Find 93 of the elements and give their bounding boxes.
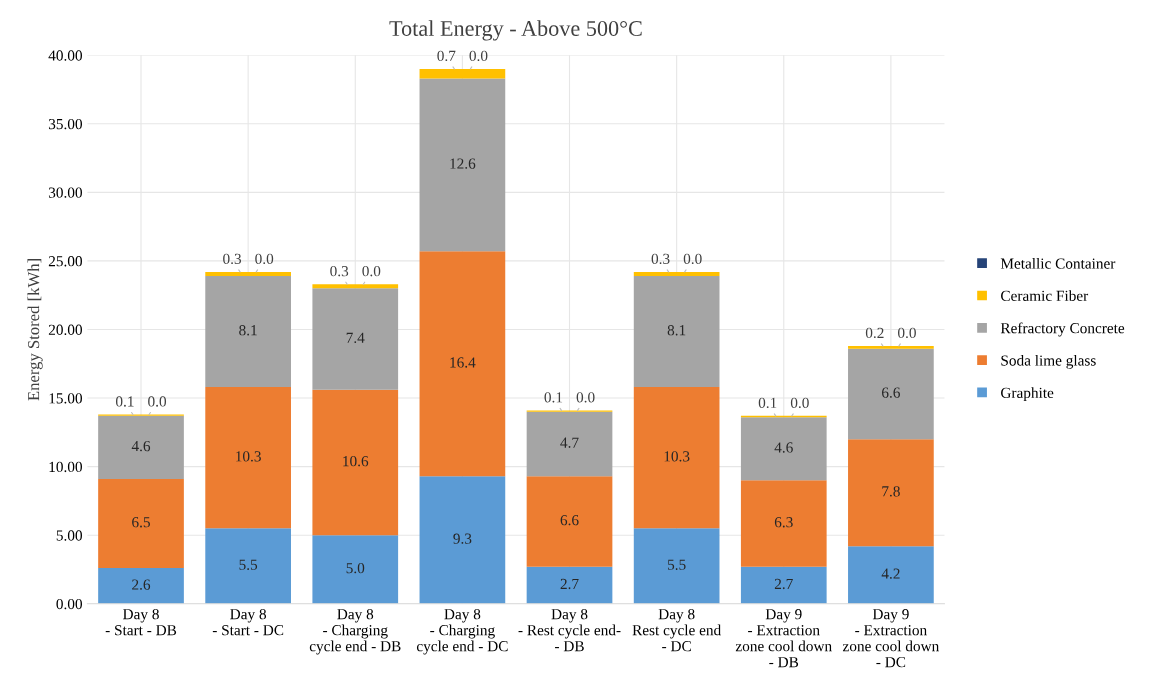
bar xyxy=(419,78,506,252)
bar xyxy=(312,284,399,289)
y-tick-label: 35.00 xyxy=(48,118,83,130)
data-label: 2.7 xyxy=(774,578,793,590)
x-tick-label: Day 8 Rest cycle end - DC xyxy=(632,609,721,652)
bar xyxy=(633,275,720,388)
x-tick-label: Day 9 - Extraction zone cool down - DC xyxy=(842,609,940,668)
bar xyxy=(740,566,827,604)
data-label: 0.3 xyxy=(330,266,349,277)
data-label: 4.2 xyxy=(881,568,900,579)
data-label: 0.0 xyxy=(790,397,809,409)
bar xyxy=(419,68,506,79)
legend-label: Metallic Container xyxy=(1000,257,1116,269)
data-label: 6.6 xyxy=(882,387,900,398)
bar xyxy=(848,439,934,547)
x-tick-label: Day 8 - Charging cycle end - DC xyxy=(416,609,508,655)
data-label: 0.1 xyxy=(544,392,563,403)
data-label: 5.0 xyxy=(346,562,365,574)
data-label: 8.1 xyxy=(239,325,257,336)
bar xyxy=(419,476,506,604)
bar xyxy=(740,480,827,567)
data-label: 6.5 xyxy=(132,517,150,528)
data-label: 10.3 xyxy=(236,451,261,462)
data-label: 0.1 xyxy=(115,396,134,407)
data-label: 5.5 xyxy=(239,559,258,570)
x-tick-label: Day 8 - Charging cycle end - DB xyxy=(309,609,401,655)
x-tick-label: Day 8 - Rest cycle end- - DB xyxy=(518,609,621,652)
data-label: 0.0 xyxy=(255,253,274,265)
bar xyxy=(633,271,720,276)
data-label: 0.7 xyxy=(437,50,456,62)
y-axis-title: Energy Stored [kWh] xyxy=(27,259,43,401)
data-label: 9.3 xyxy=(453,533,472,544)
data-label: 0.0 xyxy=(683,253,702,265)
legend-label: Ceramic Fiber xyxy=(1001,290,1089,301)
data-label: 10.3 xyxy=(664,451,690,462)
legend-label: Refractory Concrete xyxy=(1000,322,1125,337)
data-label: 6.3 xyxy=(774,517,793,528)
data-label: 12.6 xyxy=(450,158,476,169)
y-tick-label: 10.00 xyxy=(49,461,83,473)
legend-label: Graphite xyxy=(1001,387,1054,402)
bar xyxy=(312,535,399,604)
bar xyxy=(419,251,506,477)
bar xyxy=(312,288,399,390)
data-label: 2.6 xyxy=(132,579,151,590)
y-tick-label: 40.00 xyxy=(48,50,83,61)
data-label: 0.0 xyxy=(148,396,167,407)
data-label: 0.0 xyxy=(362,266,381,277)
data-label: 0.0 xyxy=(469,50,488,62)
data-label: 2.7 xyxy=(560,578,579,590)
data-label: 4.6 xyxy=(131,440,151,452)
y-tick-label: 0.00 xyxy=(56,598,83,610)
data-label: 4.7 xyxy=(560,437,579,448)
bar xyxy=(312,389,399,536)
bar xyxy=(633,528,720,604)
data-label: 10.6 xyxy=(343,456,369,467)
y-tick-label: 30.00 xyxy=(48,187,83,198)
bar xyxy=(98,478,184,569)
data-label: 0.0 xyxy=(898,327,916,339)
data-label: 5.5 xyxy=(667,559,686,570)
bar xyxy=(205,275,291,388)
chart-title: Total Energy - Above 500°C xyxy=(389,20,642,41)
data-label: 6.6 xyxy=(560,515,579,526)
data-label: 0.2 xyxy=(865,327,884,339)
bar xyxy=(848,546,934,604)
data-label: 7.8 xyxy=(882,486,900,497)
x-tick-label: Day 8 - Start - DC xyxy=(212,609,284,636)
bar xyxy=(526,411,613,477)
bar xyxy=(526,566,613,604)
bar xyxy=(848,348,934,440)
data-label: 16.4 xyxy=(450,357,476,368)
bar xyxy=(526,476,613,567)
bar xyxy=(98,568,184,604)
data-label: 0.3 xyxy=(223,253,242,265)
bar xyxy=(98,415,184,479)
bar xyxy=(205,387,291,529)
data-label: 4.6 xyxy=(774,442,793,453)
bar xyxy=(740,417,827,481)
bar xyxy=(205,271,291,276)
y-tick-label: 15.00 xyxy=(49,393,83,404)
legend-label: Soda lime glass xyxy=(1001,354,1096,369)
x-tick-label: Day 8 - Start - DB xyxy=(105,609,177,636)
y-tick-label: 5.00 xyxy=(56,530,83,541)
data-label: 8.1 xyxy=(667,325,686,336)
x-tick-label: Day 9 - Extraction zone cool down - DB xyxy=(735,609,832,668)
y-tick-label: 20.00 xyxy=(48,324,83,335)
data-label: 0.1 xyxy=(758,397,777,409)
data-label: 0.0 xyxy=(576,392,595,403)
y-tick-label: 25.00 xyxy=(48,256,83,267)
bar xyxy=(205,528,291,604)
data-label: 0.3 xyxy=(651,253,670,265)
bar xyxy=(848,345,934,349)
data-label: 7.4 xyxy=(346,332,365,343)
bar xyxy=(633,387,720,529)
